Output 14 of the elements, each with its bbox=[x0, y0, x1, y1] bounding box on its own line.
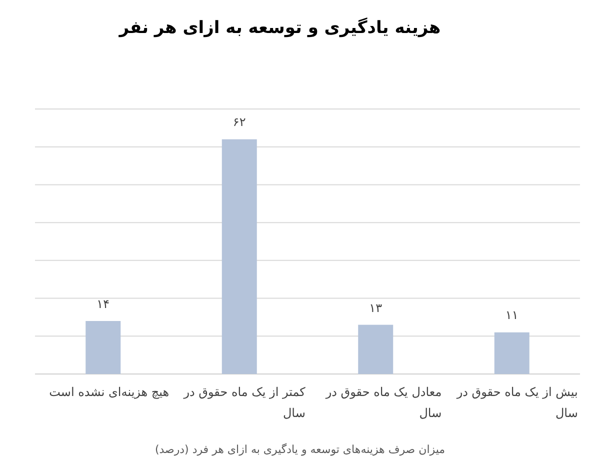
x-tick-label: معادل یک ماه حقوق در سال bbox=[324, 384, 442, 422]
x-axis-title: میزان صرف هزینه‌های توسعه و یادگیری به ازای هر فرد (درصد) bbox=[154, 443, 446, 456]
data-label: ۱۳ bbox=[368, 300, 384, 315]
bar bbox=[86, 321, 121, 374]
x-tick-label: بیش از یک ماه حقوق در سال bbox=[455, 384, 578, 422]
bar bbox=[222, 139, 257, 374]
chart-title: هزینه یادگیری و توسعه به ازای هر نفر bbox=[118, 18, 442, 38]
data-label: ۶۲ bbox=[232, 115, 247, 130]
bar bbox=[358, 324, 394, 374]
bar bbox=[494, 332, 530, 374]
x-tick-label: کمتر از یک ماه حقوق در سال bbox=[182, 384, 306, 422]
data-label: ۱۱ bbox=[504, 308, 520, 322]
x-tick-label: هیچ هزینه‌ای نشده است bbox=[48, 384, 170, 401]
data-label: ۱۴ bbox=[96, 297, 111, 311]
